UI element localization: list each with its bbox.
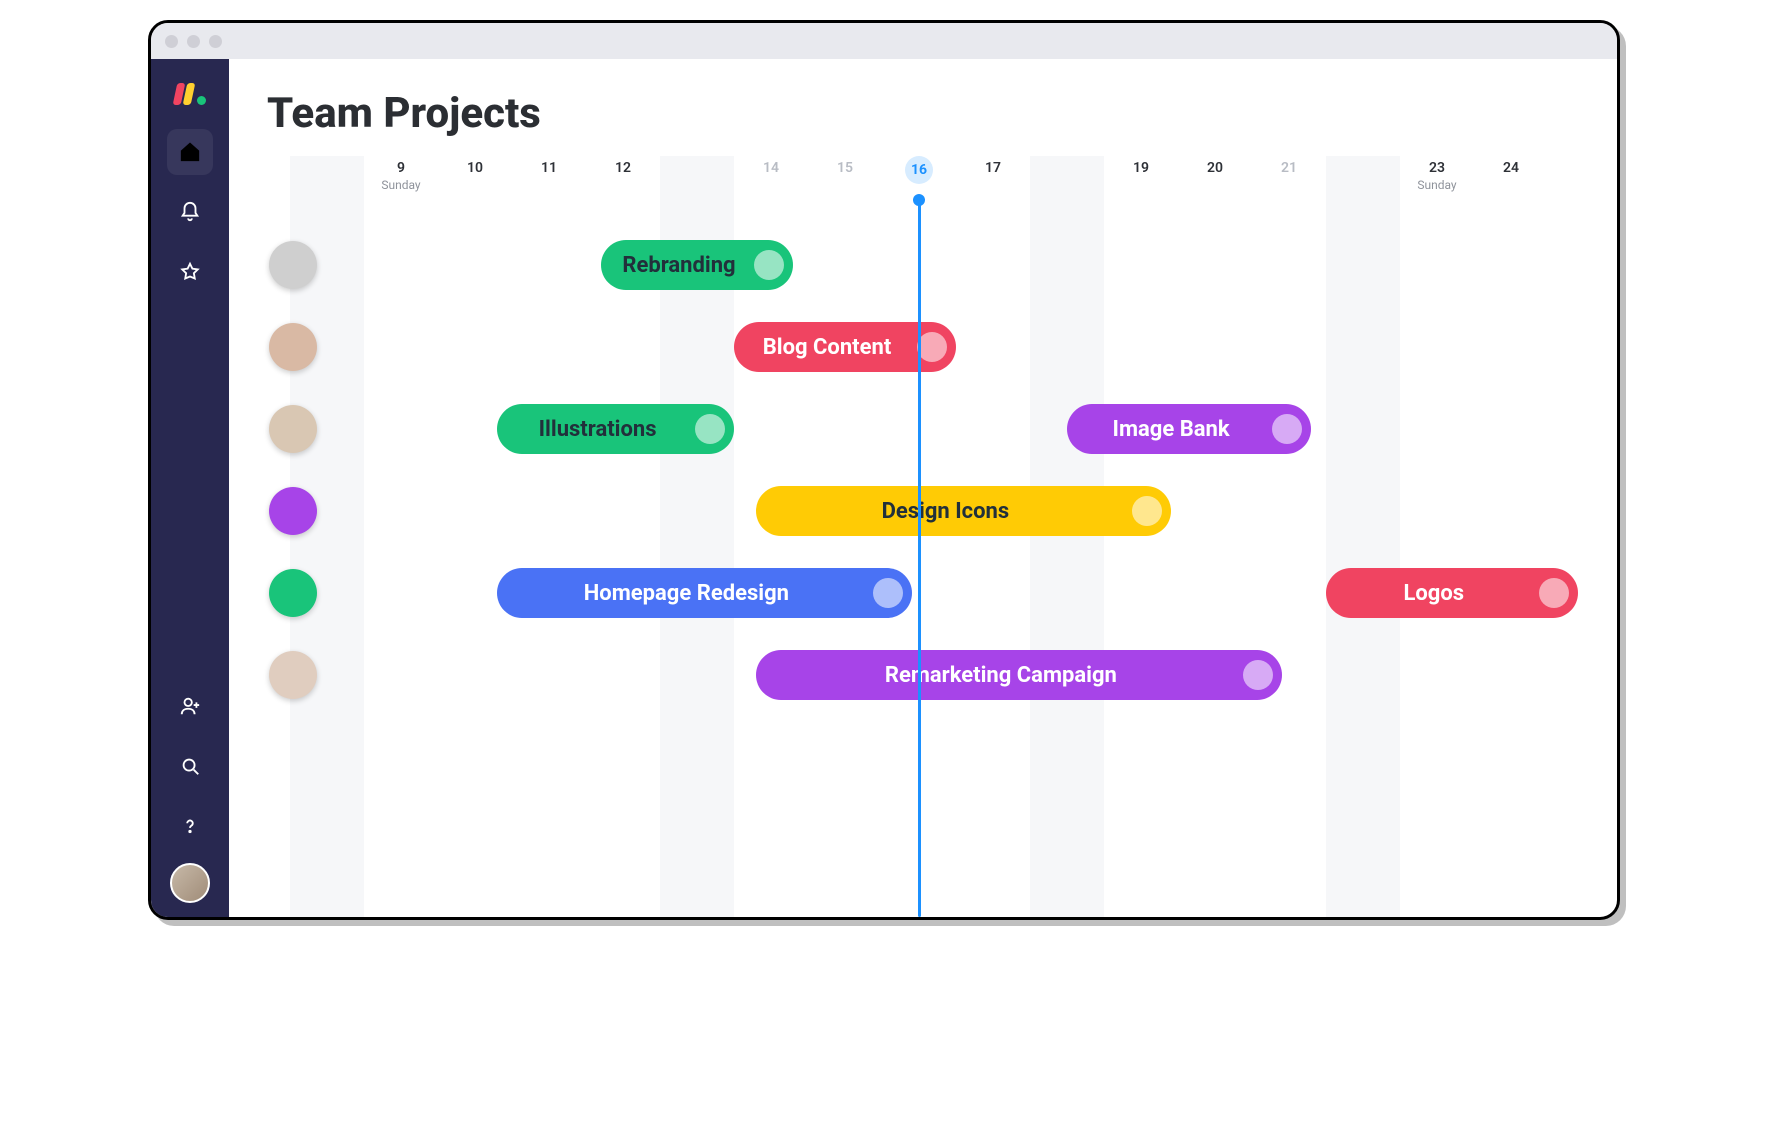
- task-bar[interactable]: Image Bank: [1067, 404, 1311, 454]
- task-handle[interactable]: [1539, 578, 1569, 608]
- date-number: 19: [1133, 160, 1149, 176]
- profile-avatar[interactable]: [170, 863, 210, 903]
- task-handle[interactable]: [1132, 496, 1162, 526]
- date-col-21: 21: [1252, 156, 1326, 212]
- task-bar[interactable]: Blog Content: [734, 322, 956, 372]
- date-col-23: 23 Sunday: [1400, 156, 1474, 212]
- help-icon: [179, 815, 201, 837]
- date-number: 12: [615, 160, 631, 176]
- date-number: 21: [1281, 160, 1297, 176]
- today-badge: 16: [905, 156, 933, 184]
- task-label: Logos: [1403, 581, 1464, 606]
- window-max-dot[interactable]: [209, 35, 222, 48]
- task-bar[interactable]: Logos: [1326, 568, 1578, 618]
- nav-home[interactable]: [167, 129, 213, 175]
- task-bar[interactable]: Remarketing Campaign: [756, 650, 1281, 700]
- task-label: Illustrations: [539, 417, 657, 442]
- date-col-20: 20: [1178, 156, 1252, 212]
- date-sublabel: Sunday: [1417, 178, 1456, 192]
- row-avatar[interactable]: [269, 569, 317, 617]
- date-number: 9: [397, 160, 405, 176]
- today-line: [918, 200, 921, 917]
- home-icon: [179, 141, 201, 163]
- timeline-row: Blog Content: [259, 322, 1605, 372]
- date-col-10: 10: [438, 156, 512, 212]
- star-icon: [179, 261, 201, 283]
- row-avatar[interactable]: [269, 487, 317, 535]
- add-user-icon: [179, 695, 201, 717]
- task-bar[interactable]: Homepage Redesign: [497, 568, 911, 618]
- nav-help[interactable]: [167, 803, 213, 849]
- date-number: 15: [837, 160, 853, 176]
- window-min-dot[interactable]: [187, 35, 200, 48]
- row-avatar[interactable]: [269, 241, 317, 289]
- timeline-row: Remarketing Campaign: [259, 650, 1605, 700]
- date-number: 10: [467, 160, 483, 176]
- date-number: 24: [1503, 160, 1519, 176]
- main-content: Team Projects 89Sunday101112131415161718…: [229, 59, 1617, 917]
- task-label: Image Bank: [1113, 417, 1230, 442]
- timeline-row: Illustrations Image Bank: [259, 404, 1605, 454]
- window-titlebar: [151, 23, 1617, 59]
- date-col-14: 14: [734, 156, 808, 212]
- date-number: 11: [541, 160, 557, 176]
- date-col-17: 17: [956, 156, 1030, 212]
- row-avatar[interactable]: [269, 405, 317, 453]
- page-title: Team Projects: [259, 79, 1605, 156]
- timeline-row: Homepage Redesign Logos: [259, 568, 1605, 618]
- date-col-15: 15: [808, 156, 882, 212]
- date-number: 14: [763, 160, 779, 176]
- task-handle[interactable]: [1243, 660, 1273, 690]
- task-handle[interactable]: [754, 250, 784, 280]
- timeline-row: Rebranding: [259, 240, 1605, 290]
- date-col-9: 9 Sunday: [364, 156, 438, 212]
- task-bar[interactable]: Rebranding: [601, 240, 793, 290]
- timeline-rows: Rebranding Blog Content Illustrations Image…: [259, 212, 1605, 917]
- nav-invite[interactable]: [167, 683, 213, 729]
- bell-icon: [179, 201, 201, 223]
- row-avatar[interactable]: [269, 651, 317, 699]
- timeline-row: Design Icons: [259, 486, 1605, 536]
- date-col-24: 24: [1474, 156, 1548, 212]
- sidebar: [151, 59, 229, 917]
- task-label: Rebranding: [622, 253, 735, 278]
- date-number: 23: [1429, 160, 1445, 176]
- task-bar[interactable]: Design Icons: [756, 486, 1170, 536]
- task-bar[interactable]: Illustrations: [497, 404, 734, 454]
- window-close-dot[interactable]: [165, 35, 178, 48]
- nav-favorites[interactable]: [167, 249, 213, 295]
- app-window: Team Projects 89Sunday101112131415161718…: [148, 20, 1620, 920]
- date-number: 17: [985, 160, 1001, 176]
- row-avatar[interactable]: [269, 323, 317, 371]
- date-col-12: 12: [586, 156, 660, 212]
- nav-search[interactable]: [167, 743, 213, 789]
- app-logo[interactable]: [175, 77, 206, 115]
- task-handle[interactable]: [695, 414, 725, 444]
- task-label: Blog Content: [763, 335, 892, 360]
- timeline-date-header: 89Sunday1011121314151617181920212223Sund…: [259, 156, 1605, 212]
- date-number: 20: [1207, 160, 1223, 176]
- nav-notifications[interactable]: [167, 189, 213, 235]
- date-col-19: 19: [1104, 156, 1178, 212]
- task-handle[interactable]: [873, 578, 903, 608]
- task-label: Design Icons: [882, 499, 1010, 524]
- task-handle[interactable]: [1272, 414, 1302, 444]
- date-sublabel: Sunday: [381, 178, 420, 192]
- date-col-11: 11: [512, 156, 586, 212]
- search-icon: [179, 755, 201, 777]
- timeline: 89Sunday1011121314151617181920212223Sund…: [259, 156, 1605, 917]
- task-label: Homepage Redesign: [584, 581, 789, 606]
- task-handle[interactable]: [917, 332, 947, 362]
